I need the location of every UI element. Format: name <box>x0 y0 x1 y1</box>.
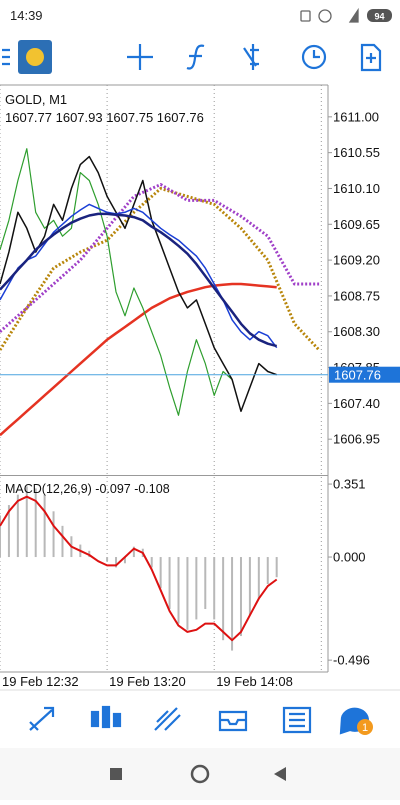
y-tick-label: 1608.30 <box>333 324 380 339</box>
recents-button[interactable] <box>110 768 122 780</box>
series-line <box>0 212 278 348</box>
histogram-bar <box>177 557 180 624</box>
battery-level: 94 <box>374 12 384 22</box>
histogram-bar <box>222 557 225 641</box>
histogram-bar <box>115 557 118 568</box>
y-tick-label: 1607.40 <box>333 396 380 411</box>
x-tick-label: 19 Feb 13:20 <box>109 674 186 689</box>
chart-title: GOLD, M1 <box>5 92 67 107</box>
y-tick-label: 1611.00 <box>333 109 379 124</box>
news-tab[interactable] <box>282 706 312 734</box>
indicators-button[interactable] <box>186 44 205 70</box>
chart-tab[interactable] <box>90 705 122 729</box>
histogram-bar <box>123 557 126 564</box>
histogram-bar <box>16 494 19 558</box>
histogram-bar <box>132 546 135 558</box>
y-tick-label: 0.351 <box>333 477 366 492</box>
chat-badge <box>357 719 373 735</box>
histogram-bar <box>61 525 64 558</box>
histogram-bar <box>204 557 207 610</box>
top-toolbar <box>2 40 382 74</box>
ohlc-readout: 1607.77 1607.93 1607.75 1607.76 <box>5 110 204 125</box>
histogram-bar <box>213 557 216 620</box>
histogram-bar <box>34 488 37 558</box>
histogram-bar <box>0 515 1 558</box>
quotes-tab[interactable] <box>29 706 55 731</box>
trade-tab[interactable] <box>154 707 181 731</box>
series-line <box>0 282 277 437</box>
status-time: 14:39 <box>10 8 43 23</box>
histogram-bar <box>43 494 46 558</box>
histogram-bar <box>248 557 251 616</box>
y-tick-label: 1609.20 <box>333 253 380 268</box>
x-tick-label: 19 Feb 12:32 <box>2 674 79 689</box>
last-price-label: 1607.76 <box>334 368 381 383</box>
y-tick-label: -0.496 <box>333 653 370 668</box>
trade-button[interactable] <box>243 44 259 70</box>
y-tick-label: 1610.55 <box>333 145 380 160</box>
histogram-bar <box>231 557 234 651</box>
histogram-bar <box>168 557 171 610</box>
last-price-box <box>329 366 400 383</box>
clock-hands <box>312 50 320 59</box>
chat-badge-count: 1 <box>362 722 368 734</box>
logo-mark <box>26 48 44 66</box>
crosshair-button[interactable] <box>127 44 153 70</box>
histogram-bar <box>7 505 10 558</box>
status-icons <box>300 7 392 23</box>
y-tick-label: 1610.10 <box>333 181 380 196</box>
histogram-bar <box>257 557 260 599</box>
histogram-bar <box>275 557 278 578</box>
y-tick-label: 1608.75 <box>333 288 380 303</box>
timeframe-button[interactable] <box>301 44 327 70</box>
histogram-bar <box>150 557 153 568</box>
series-line <box>0 187 321 352</box>
series-line <box>0 183 320 333</box>
plot-area <box>0 85 332 672</box>
histogram-bar <box>186 557 189 630</box>
y-tick-label: 0.000 <box>333 550 366 565</box>
chart-frame <box>0 84 329 673</box>
home-button[interactable] <box>190 764 210 784</box>
histogram-bar <box>25 486 28 558</box>
histogram-bar <box>266 557 269 585</box>
series-line <box>0 148 233 416</box>
histogram-bar <box>52 511 55 558</box>
histogram-bar <box>159 557 162 589</box>
menu-button[interactable] <box>2 48 10 66</box>
series-line <box>0 155 277 413</box>
y-tick-label: 1609.65 <box>333 217 380 232</box>
system-nav <box>0 748 400 800</box>
back-button[interactable] <box>274 767 286 781</box>
y-tick-label: 1606.95 <box>333 432 380 447</box>
x-tick-label: 19 Feb 14:08 <box>216 674 293 689</box>
objects-button[interactable] <box>360 43 382 72</box>
histogram-bar <box>106 557 109 562</box>
histogram-bar <box>239 557 242 637</box>
macd-title: MACD(12,26,9) -0.097 -0.108 <box>5 482 170 496</box>
histogram-bar <box>195 557 198 620</box>
series-line <box>0 495 278 642</box>
history-tab[interactable] <box>218 710 248 732</box>
